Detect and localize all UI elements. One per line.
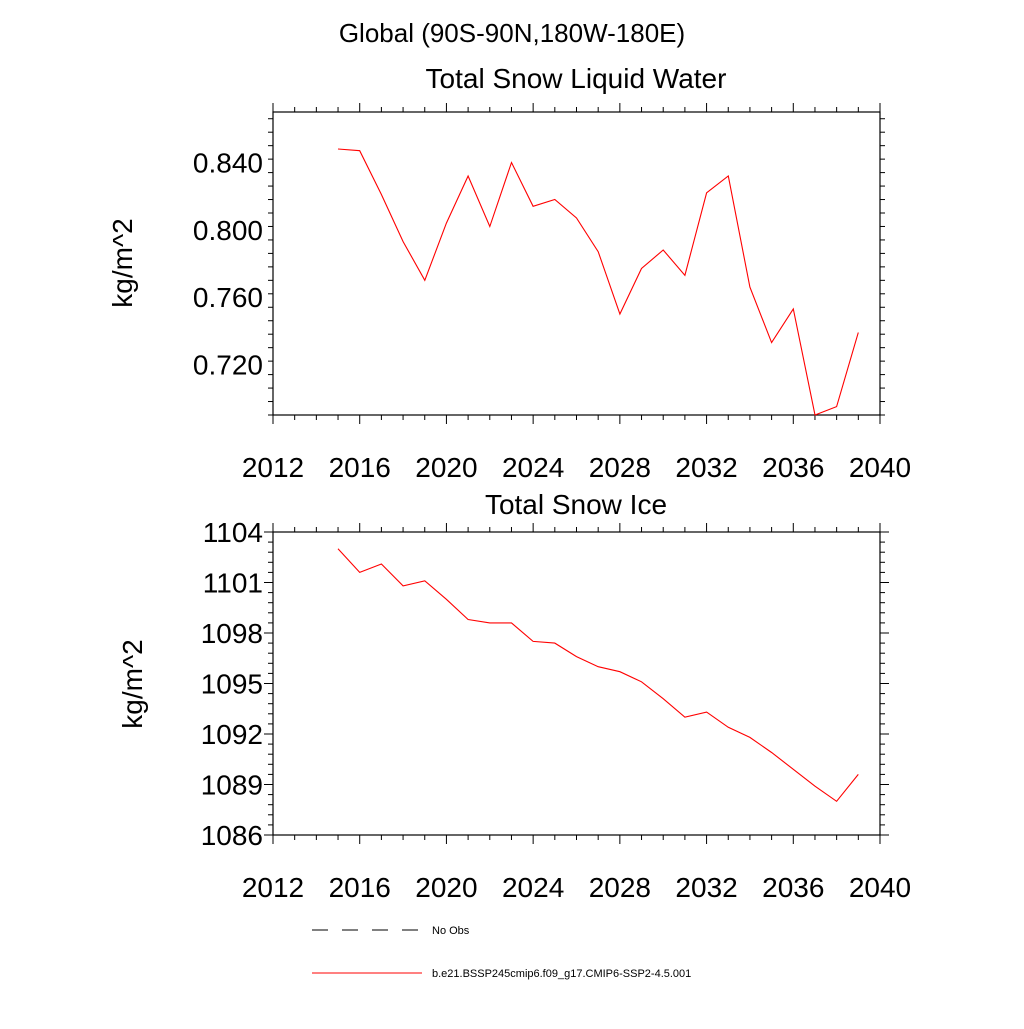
panel-snow-liquid-water: Total Snow Liquid Water kg/m^2 2012 2016 2… <box>107 63 911 483</box>
y-tick-label: 0.760 <box>193 282 263 313</box>
y-axis-label: kg/m^2 <box>107 218 138 307</box>
x-tick-label: 2028 <box>589 452 651 483</box>
x-tick-label: 2016 <box>329 872 391 903</box>
y-tick-label: 1086 <box>201 820 263 851</box>
x-tick-label: 2020 <box>415 452 477 483</box>
x-tick-label: 2040 <box>849 872 911 903</box>
x-tick-label: 2024 <box>502 872 564 903</box>
y-axis-label: kg/m^2 <box>117 639 148 728</box>
y-tick-label: 1092 <box>201 719 263 750</box>
region-title: Global (90S-90N,180W-180E) <box>339 18 685 48</box>
y-tick-label: 0.840 <box>193 148 263 179</box>
legend-label-simulation: b.e21.BSSP245cmip6.f09_g17.CMIP6-SSP2-4.… <box>432 968 691 980</box>
panel-snow-ice: Total Snow Ice kg/m^2 2012 2016 2020 2024 20… <box>117 489 911 903</box>
series-line <box>337 548 859 803</box>
chart-title: Total Snow Liquid Water <box>426 63 727 94</box>
plot-area <box>272 111 881 416</box>
y-tick-label: 1104 <box>203 517 263 548</box>
y-tick-label: 0.720 <box>193 350 263 381</box>
legend: No Obs b.e21.BSSP245cmip6.f09_g17.CMIP6-… <box>312 925 691 980</box>
x-tick-label: 2036 <box>762 872 824 903</box>
x-tick-label: 2040 <box>849 452 911 483</box>
y-tick-label: 1098 <box>201 618 263 649</box>
x-tick-label: 2012 <box>242 872 304 903</box>
chart-title: Total Snow Ice <box>485 489 667 520</box>
x-tick-label: 2020 <box>415 872 477 903</box>
x-tick-label: 2024 <box>502 452 564 483</box>
x-tick-label: 2028 <box>589 872 651 903</box>
y-tick-label: 1095 <box>201 669 263 700</box>
plot-area <box>272 531 881 836</box>
y-tick-label: 1101 <box>203 568 263 599</box>
x-tick-label: 2032 <box>675 872 737 903</box>
legend-label-no-obs: No Obs <box>432 925 470 937</box>
x-tick-label: 2032 <box>675 452 737 483</box>
x-tick-label: 2016 <box>329 452 391 483</box>
x-tick-label: 2012 <box>242 452 304 483</box>
y-tick-label: 0.800 <box>193 215 263 246</box>
x-tick-label: 2036 <box>762 452 824 483</box>
y-tick-label: 1089 <box>201 770 263 801</box>
series-line <box>337 148 859 416</box>
